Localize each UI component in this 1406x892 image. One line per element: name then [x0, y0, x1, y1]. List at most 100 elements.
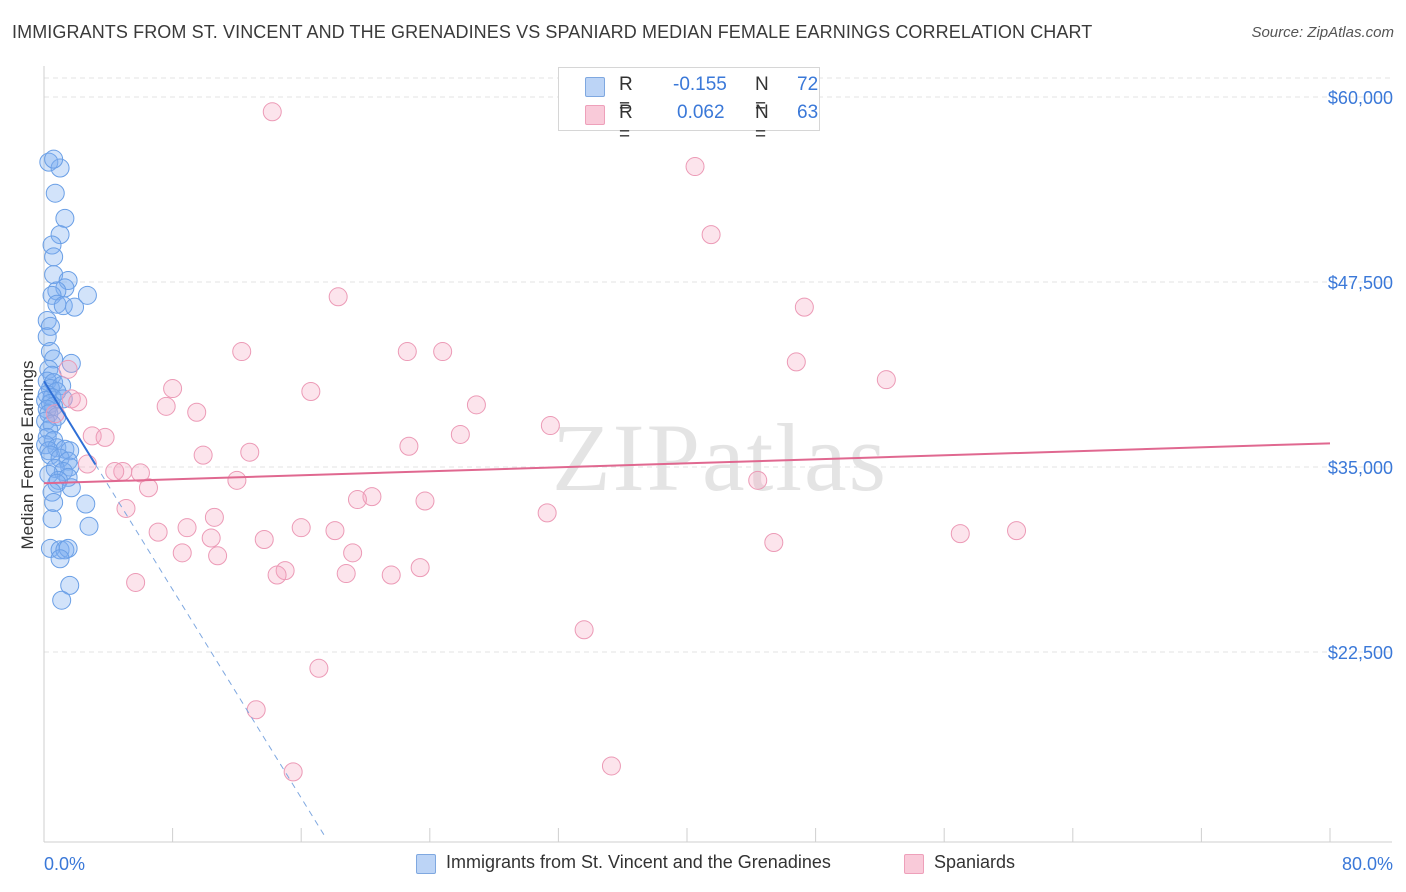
spaniards-point: [701, 225, 721, 245]
stats-legend-box: R = -0.155 N = 72 R = 0.062 N = 63: [558, 67, 820, 145]
spaniards-point: [764, 532, 784, 552]
immigrants-point: [50, 225, 70, 245]
spaniards-point: [262, 102, 282, 122]
legend-label-spaniards: Spaniards: [934, 852, 1016, 872]
spaniards-point: [126, 572, 146, 592]
immigrants-point: [36, 435, 56, 455]
spaniards-point: [58, 359, 78, 379]
immigrants-point: [44, 349, 64, 369]
spaniards-point: [227, 470, 247, 490]
spaniards-point: [105, 461, 125, 481]
spaniards-point: [336, 564, 356, 584]
swatch-spaniards: [585, 105, 605, 125]
x-tick-label: 0.0%: [44, 854, 85, 874]
immigrants-point: [44, 247, 64, 267]
spaniards-point: [301, 382, 321, 402]
spaniards-point: [130, 463, 150, 483]
legend-swatch-spaniards: [904, 854, 924, 874]
immigrants-point: [58, 538, 78, 558]
immigrants-point: [60, 575, 80, 595]
spaniards-point: [116, 498, 136, 518]
spaniards-point: [309, 658, 329, 678]
immigrants-point: [76, 494, 96, 514]
immigrants-point: [44, 493, 64, 513]
spaniards-point: [748, 470, 768, 490]
spaniards-point: [381, 565, 401, 585]
spaniards-point: [362, 487, 382, 507]
x-tick-label: 80.0%: [1342, 854, 1393, 874]
spaniards-point: [148, 522, 168, 542]
spaniards-point: [876, 370, 896, 390]
y-axis-label: Median Female Earnings: [18, 361, 37, 550]
spaniards-point: [232, 342, 252, 362]
spaniards-point: [433, 342, 453, 362]
chart-source: Source: ZipAtlas.com: [1251, 24, 1394, 41]
watermark: ZIPatlas: [552, 404, 888, 511]
r-value: -0.155: [673, 74, 727, 95]
immigrants-point: [52, 590, 72, 610]
spaniards-point: [399, 436, 419, 456]
spaniards-point: [415, 491, 435, 511]
spaniards-point: [537, 503, 557, 523]
n-value: 63: [797, 102, 819, 123]
spaniards-point: [138, 478, 158, 498]
immigrants-point: [79, 516, 99, 536]
spaniards-point: [347, 490, 367, 510]
n-label: N =: [755, 102, 769, 145]
n-label: N =: [755, 74, 769, 117]
immigrants-point: [77, 285, 97, 305]
spaniards-point: [95, 427, 115, 447]
spaniards-point: [208, 546, 228, 566]
spaniards-point: [45, 404, 65, 424]
spaniards-point: [328, 287, 348, 307]
immigrants-point: [50, 549, 70, 569]
immigrants-point: [37, 327, 57, 347]
r-value: 0.062: [677, 102, 725, 123]
spaniards-point: [204, 507, 224, 527]
n-value: 72: [797, 74, 819, 95]
spaniards-point: [172, 543, 192, 563]
spaniards-point: [540, 416, 560, 436]
immigrants-point: [61, 353, 81, 373]
spaniards-point: [246, 700, 266, 720]
legend-label-immigrants: Immigrants from St. Vincent and the Gren…: [446, 852, 831, 872]
spaniards-point: [156, 396, 176, 416]
immigrants-point: [60, 441, 80, 461]
spaniards-point: [291, 518, 311, 538]
spaniards-point: [685, 157, 705, 177]
spaniards-point: [950, 524, 970, 544]
y-tick-label: $47,500: [1328, 273, 1393, 293]
immigrants-point: [42, 509, 62, 529]
spaniards-point: [77, 454, 97, 474]
spaniards-point: [254, 530, 274, 550]
immigrants-point: [42, 235, 62, 255]
spaniards-point: [397, 342, 417, 362]
spaniards-point: [1007, 521, 1027, 541]
immigrants-point: [40, 316, 60, 336]
immigrants-point: [44, 149, 64, 169]
legend-swatch-immigrants: [416, 854, 436, 874]
immigrants-trend-extension: [95, 464, 326, 838]
y-tick-label: $35,000: [1328, 458, 1393, 478]
spaniards-trend-line: [43, 442, 1331, 485]
spaniards-point: [283, 762, 303, 782]
spaniards-point: [177, 518, 197, 538]
spaniards-point: [450, 424, 470, 444]
spaniards-point: [267, 565, 287, 585]
spaniards-point: [240, 442, 260, 462]
y-tick-label: $22,500: [1328, 643, 1393, 663]
spaniards-point: [574, 620, 594, 640]
immigrants-point: [55, 540, 75, 560]
y-tick-label: $60,000: [1328, 88, 1393, 108]
spaniards-point: [193, 445, 213, 465]
spaniards-point: [325, 521, 345, 541]
spaniards-point: [794, 297, 814, 317]
immigrants-point: [55, 208, 75, 228]
immigrants-point: [44, 265, 64, 285]
spaniards-point: [466, 395, 486, 415]
spaniards-point: [201, 528, 221, 548]
immigrants-trend-line: [43, 380, 97, 466]
immigrants-point: [37, 310, 57, 330]
spaniards-point: [187, 402, 207, 422]
